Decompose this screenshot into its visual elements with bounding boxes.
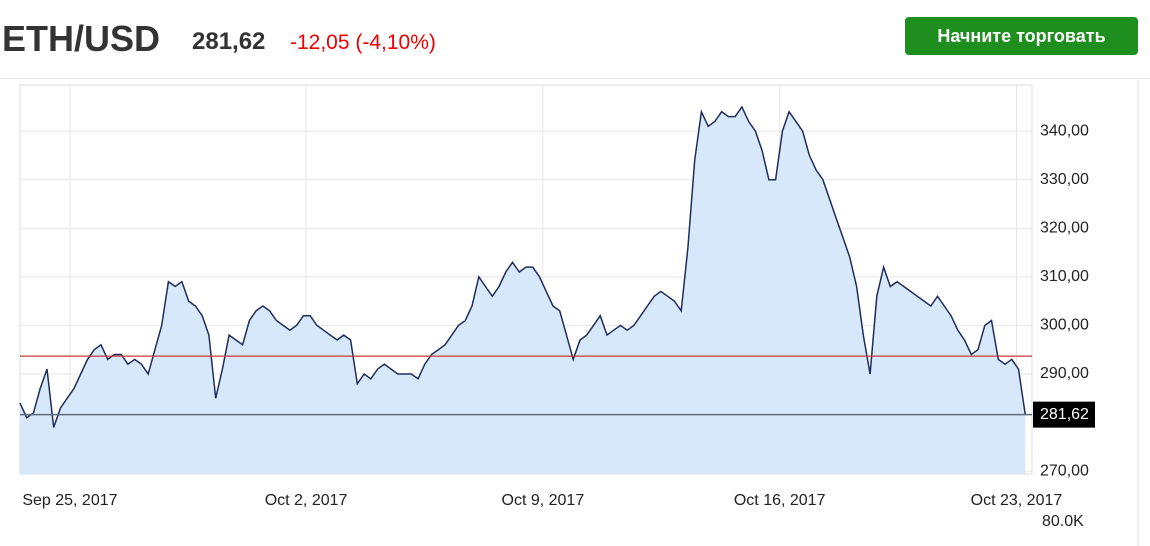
price: 281,62 xyxy=(192,28,266,55)
x-tick-label: Oct 16, 2017 xyxy=(734,492,826,509)
trade-button[interactable]: Начните торговать xyxy=(905,17,1138,55)
y-tick-label: 300,00 xyxy=(1040,317,1089,334)
symbol: ETH/USD xyxy=(2,18,161,59)
x-tick-label: Sep 25, 2017 xyxy=(22,492,117,509)
y-tick-label: 290,00 xyxy=(1040,365,1089,382)
price-line xyxy=(19,105,1027,428)
price-change: -12,05 (-4,10%) xyxy=(290,31,436,54)
y-tick-label: 270,00 xyxy=(1040,462,1089,479)
header: ETH/USD 281,62 -12,05 (-4,10%) Начните т… xyxy=(0,0,1150,79)
y-tick-label: 320,00 xyxy=(1040,219,1089,236)
y-tick-label: 340,00 xyxy=(1040,122,1089,139)
x-tick-label: Oct 9, 2017 xyxy=(502,492,585,509)
current-price-label: 281,62 xyxy=(1040,406,1089,423)
volume-axis-label: 80.0K xyxy=(1042,513,1084,530)
x-tick-label: Oct 2, 2017 xyxy=(265,492,348,509)
y-tick-label: 310,00 xyxy=(1040,268,1089,285)
y-tick-label: 330,00 xyxy=(1040,171,1089,188)
current-price-tag xyxy=(1033,401,1095,428)
area-fill xyxy=(20,106,1026,475)
x-tick-label: Oct 23, 2017 xyxy=(971,492,1063,509)
